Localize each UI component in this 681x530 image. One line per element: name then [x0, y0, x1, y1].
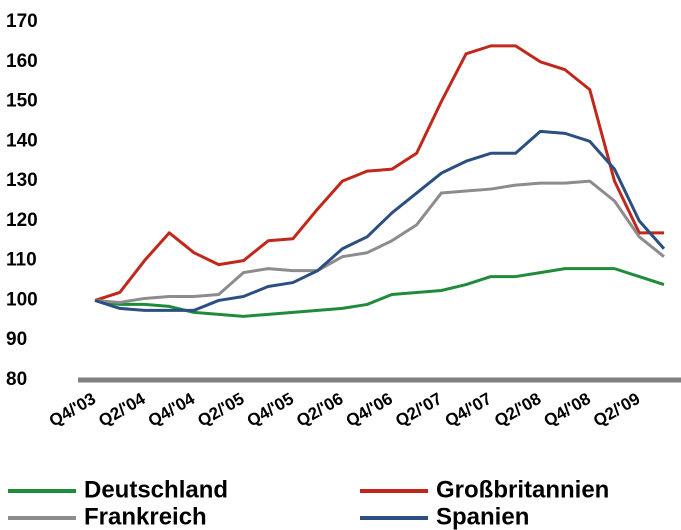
line-series: [94, 179, 665, 304]
y-tick-label: 110: [6, 250, 37, 271]
y-tick-label: 150: [6, 91, 38, 112]
x-tick-label: Q2/'07: [392, 389, 445, 431]
legend-label: Spanien: [436, 503, 529, 530]
y-tick-label: 100: [6, 289, 38, 310]
legend-label: Deutschland: [84, 476, 228, 503]
y-tick-label: 160: [6, 51, 38, 72]
x-tick-label: Q2/'04: [95, 389, 149, 431]
x-tick-label: Q2/'09: [590, 389, 643, 431]
x-tick-label: Q4/'08: [541, 389, 594, 431]
x-tick-label: Q4/'06: [343, 389, 396, 431]
legend-label: Großbritannien: [436, 476, 609, 503]
x-tick-label: Q2/'06: [293, 389, 346, 431]
legend-label: Frankreich: [84, 503, 207, 530]
y-tick-label: 140: [6, 130, 38, 151]
line-series: [94, 44, 664, 302]
x-tick-label: Q4/'04: [145, 389, 199, 431]
y-tick-label: 170: [6, 11, 38, 32]
y-tick-label: 120: [6, 210, 38, 231]
y-tick-label: 90: [6, 329, 27, 350]
x-tick-label: Q4/'05: [244, 389, 297, 431]
x-tick-label: Q2/'05: [194, 389, 247, 431]
x-tick-label: Q4/'03: [46, 389, 99, 431]
y-tick-label: 130: [6, 170, 38, 191]
y-tick-label: 80: [6, 369, 27, 390]
line-series: [94, 129, 666, 312]
x-tick-label: Q2/'08: [491, 389, 544, 431]
x-tick-label: Q4/'07: [442, 389, 495, 431]
